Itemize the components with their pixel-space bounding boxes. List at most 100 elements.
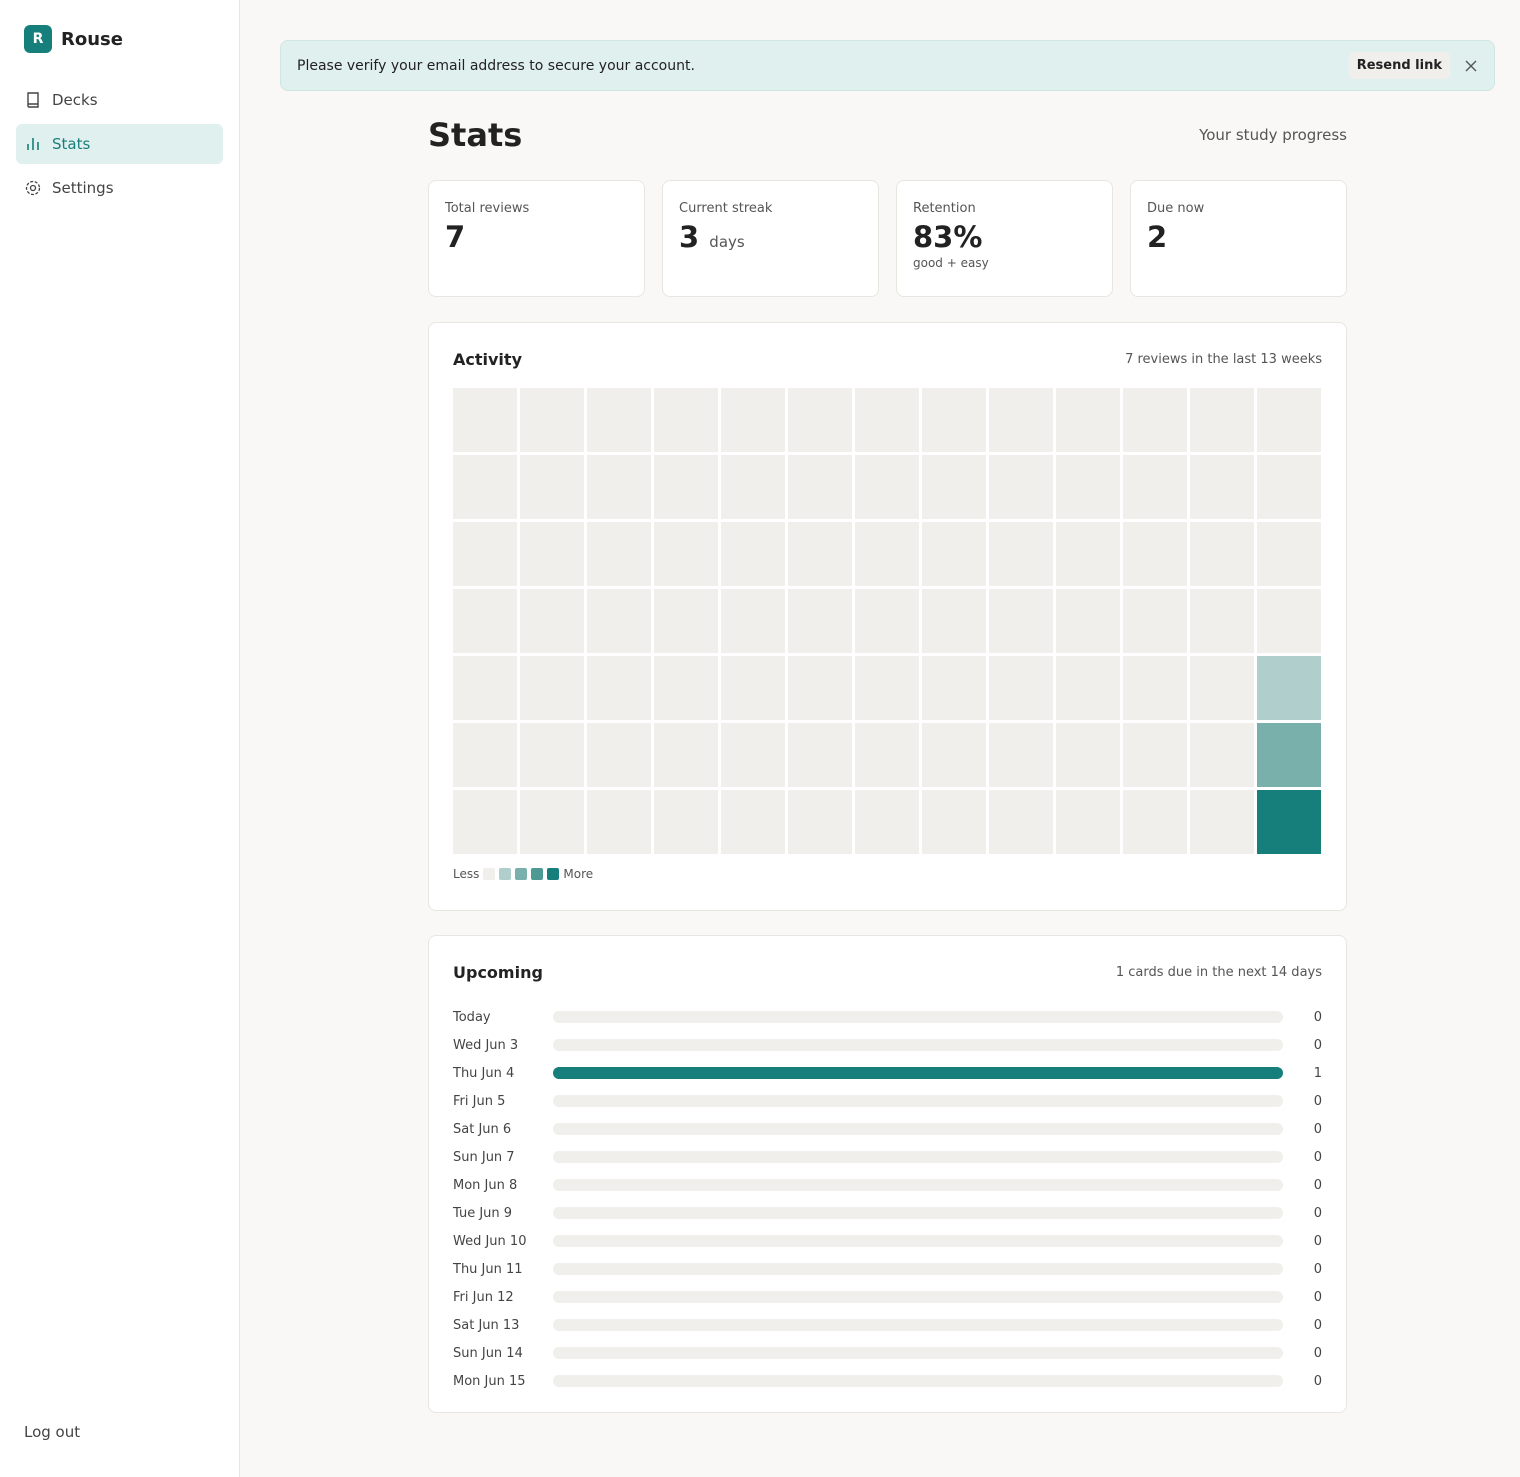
resend-button[interactable]: Resend link xyxy=(1348,52,1450,79)
heatmap-cell xyxy=(1123,455,1187,519)
upcoming-row: Sun Jun 7 0 xyxy=(453,1143,1322,1171)
stat-note: good + easy xyxy=(913,256,989,270)
bar-track xyxy=(553,1235,1283,1247)
count-label: 0 xyxy=(1313,1093,1322,1109)
upcoming-row: Sat Jun 6 0 xyxy=(453,1115,1322,1143)
count-label: 0 xyxy=(1313,1149,1322,1165)
count-label: 0 xyxy=(1313,1373,1322,1389)
nav-item[interactable]: Settings xyxy=(16,168,223,208)
upcoming-row: Mon Jun 15 0 xyxy=(453,1367,1322,1395)
heatmap-cell xyxy=(1123,388,1187,452)
heatmap-cell xyxy=(1190,723,1254,787)
heatmap-cell xyxy=(453,790,517,854)
heatmap-cell xyxy=(922,522,986,586)
day-label: Thu Jun 4 xyxy=(453,1065,515,1081)
close-button[interactable] xyxy=(1464,59,1478,73)
bar-track xyxy=(553,1067,1283,1079)
upcoming-row: Wed Jun 3 0 xyxy=(453,1031,1322,1059)
heatmap-cell xyxy=(587,455,651,519)
upcoming-row: Today 0 xyxy=(453,1003,1322,1031)
heatmap-cell xyxy=(520,388,584,452)
heatmap-cell xyxy=(587,790,651,854)
day-label: Mon Jun 15 xyxy=(453,1373,526,1389)
upcoming-row: Mon Jun 8 0 xyxy=(453,1171,1322,1199)
bar xyxy=(553,1067,1283,1079)
stat-card: Current streak 3 days xyxy=(662,180,879,297)
heatmap-cell xyxy=(1056,388,1120,452)
activity-title: Activity xyxy=(453,349,522,369)
logo: R xyxy=(24,25,52,53)
heatmap-cell xyxy=(989,790,1053,854)
heatmap-cell xyxy=(922,388,986,452)
count-label: 1 xyxy=(1313,1065,1322,1081)
stat-value: 2 xyxy=(1147,220,1168,254)
nav-label: Decks xyxy=(52,91,98,109)
upcoming-list: Today 0 Wed Jun 3 0 Thu Jun 4 1 Fri Jun 5 0 Sat … xyxy=(453,1003,1322,1395)
heatmap-cell xyxy=(587,723,651,787)
bar-track xyxy=(553,1011,1283,1023)
day-label: Thu Jun 11 xyxy=(453,1261,523,1277)
heatmap-cell xyxy=(1257,522,1321,586)
day-label: Sun Jun 14 xyxy=(453,1345,523,1361)
stat-label: Current streak xyxy=(679,201,773,216)
bar-track xyxy=(553,1123,1283,1135)
heatmap-cell xyxy=(520,455,584,519)
upcoming-row: Sun Jun 14 0 xyxy=(453,1339,1322,1367)
legend-swatch xyxy=(531,868,544,880)
count-label: 0 xyxy=(1313,1177,1322,1193)
heatmap-cell xyxy=(1056,656,1120,720)
heatmap-cell xyxy=(1190,522,1254,586)
upcoming-row: Wed Jun 10 0 xyxy=(453,1227,1322,1255)
heatmap-cell xyxy=(721,522,785,586)
heatmap-cell xyxy=(1190,656,1254,720)
heatmap-cell xyxy=(1123,589,1187,653)
count-label: 0 xyxy=(1313,1289,1322,1305)
heatmap-cell xyxy=(989,522,1053,586)
nav-icon xyxy=(25,180,41,196)
logout[interactable]: Log out xyxy=(24,1423,81,1441)
stat-value-row: 83% xyxy=(913,220,1096,254)
day-label: Fri Jun 12 xyxy=(453,1289,514,1305)
heatmap-cell xyxy=(1190,589,1254,653)
stat-value: 83% xyxy=(913,220,983,254)
legend-swatch xyxy=(515,868,528,880)
count-label: 0 xyxy=(1313,1233,1322,1249)
heatmap-cell xyxy=(1056,589,1120,653)
heatmap-cell xyxy=(855,790,919,854)
nav-item[interactable]: Decks xyxy=(16,80,223,120)
day-label: Sat Jun 13 xyxy=(453,1317,520,1333)
bar-track xyxy=(553,1375,1283,1387)
heatmap-cell xyxy=(989,455,1053,519)
heatmap-cell xyxy=(788,388,852,452)
day-label: Tue Jun 9 xyxy=(453,1205,513,1221)
bar-track xyxy=(553,1347,1283,1359)
upcoming-summary: 1 cards due in the next 14 days xyxy=(1115,964,1322,980)
nav-label: Settings xyxy=(52,179,114,197)
page-title: Stats xyxy=(428,116,523,154)
heatmap-cell xyxy=(453,656,517,720)
count-label: 0 xyxy=(1313,1009,1322,1025)
bar-track xyxy=(553,1291,1283,1303)
upcoming-row: Fri Jun 5 0 xyxy=(453,1087,1322,1115)
day-label: Fri Jun 5 xyxy=(453,1093,506,1109)
heatmap-cell xyxy=(721,790,785,854)
heatmap-cell xyxy=(654,589,718,653)
nav-icon xyxy=(27,92,39,108)
nav-item[interactable]: Stats xyxy=(16,124,223,164)
heatmap-cell xyxy=(989,589,1053,653)
nav-icon xyxy=(27,138,39,150)
bar-track xyxy=(553,1179,1283,1191)
heatmap-cell xyxy=(1190,455,1254,519)
heatmap-cell xyxy=(453,589,517,653)
heatmap-cell xyxy=(654,455,718,519)
bar-track xyxy=(553,1151,1283,1163)
heatmap-cell xyxy=(1257,790,1321,854)
heatmap-cell xyxy=(1123,790,1187,854)
upcoming-row: Fri Jun 12 0 xyxy=(453,1283,1322,1311)
day-label: Today xyxy=(453,1009,491,1025)
heatmap-cell xyxy=(788,455,852,519)
brand[interactable]: R Rouse xyxy=(24,25,123,53)
heatmap-cell xyxy=(855,455,919,519)
page-subtitle: Your study progress xyxy=(1199,126,1347,144)
stat-label: Retention xyxy=(913,201,976,216)
